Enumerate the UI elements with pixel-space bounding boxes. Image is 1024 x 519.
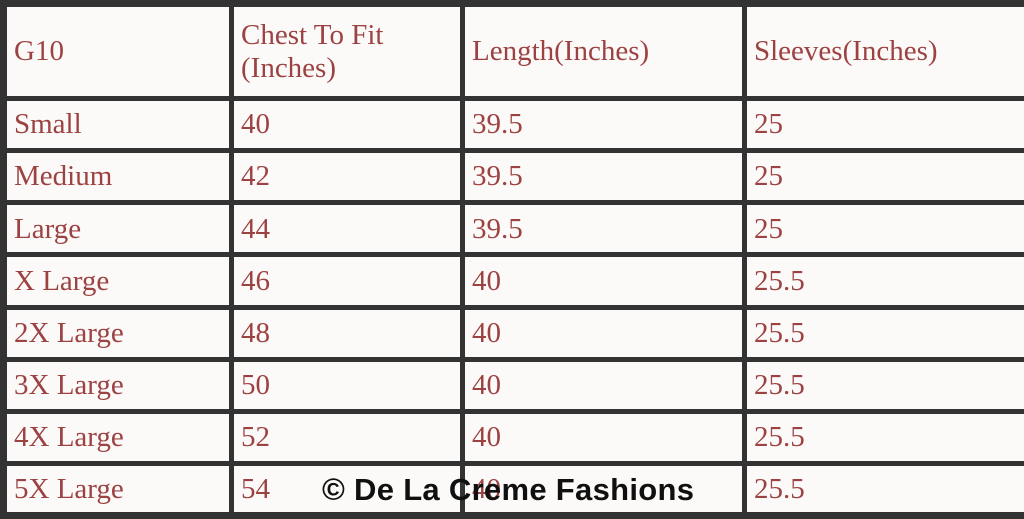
- column-header-chest: Chest To Fit (Inches): [229, 1, 465, 101]
- length-cell: 40: [460, 252, 747, 310]
- table-row: 4X Large 52 40 25.5: [1, 408, 1024, 466]
- table-row: Small 40 39.5 25: [1, 95, 1024, 154]
- chest-cell: 50: [229, 356, 465, 414]
- size-cell: 4X Large: [1, 408, 234, 466]
- table-row: Large 44 39.5 25: [1, 200, 1024, 258]
- chest-cell: 46: [229, 252, 465, 310]
- chest-cell: 48: [229, 304, 465, 362]
- sleeves-cell: 25.5: [742, 356, 1024, 414]
- length-cell: 40: [460, 304, 747, 362]
- chest-cell: 52: [229, 408, 465, 466]
- length-cell: 39.5: [460, 95, 747, 154]
- sleeves-cell: 25.5: [742, 408, 1024, 466]
- column-header-sleeves: Sleeves(Inches): [742, 1, 1024, 101]
- chest-cell: 40: [229, 95, 465, 154]
- sleeves-cell: 25.5: [742, 304, 1024, 362]
- length-cell: 40: [460, 408, 747, 466]
- size-cell: Medium: [1, 148, 234, 206]
- table-row: 3X Large 50 40 25.5: [1, 356, 1024, 414]
- table-row: Medium 42 39.5 25: [1, 148, 1024, 206]
- size-cell: Large: [1, 200, 234, 258]
- header-row: G10 Chest To Fit (Inches) Length(Inches)…: [1, 1, 1024, 101]
- sleeves-cell: 25: [742, 95, 1024, 154]
- length-cell: 39.5: [460, 148, 747, 206]
- size-table-body: Small 40 39.5 25 Medium 42 39.5 25 Large 44 39.5 25…: [1, 95, 1024, 519]
- size-cell: X Large: [1, 252, 234, 310]
- chest-cell: 44: [229, 200, 465, 258]
- sleeves-cell: 25: [742, 148, 1024, 206]
- column-header-g10: G10: [1, 1, 234, 101]
- sleeves-cell: 25: [742, 200, 1024, 258]
- size-cell: 3X Large: [1, 356, 234, 414]
- sleeves-cell: 25.5: [742, 252, 1024, 310]
- length-cell: 39.5: [460, 200, 747, 258]
- table-row: X Large 46 40 25.5: [1, 252, 1024, 310]
- table-row: 2X Large 48 40 25.5: [1, 304, 1024, 362]
- size-cell: Small: [1, 95, 234, 154]
- size-cell: 2X Large: [1, 304, 234, 362]
- table-row: 5X Large 54 40 25.5: [1, 460, 1024, 519]
- size-chart-header: G10 Chest To Fit (Inches) Length(Inches)…: [1, 1, 1024, 101]
- length-cell: 40: [460, 356, 747, 414]
- size-cell: 5X Large: [1, 460, 234, 519]
- length-cell: 40: [460, 460, 747, 519]
- chest-cell: 54: [229, 460, 465, 519]
- column-header-length: Length(Inches): [460, 1, 747, 101]
- sleeves-cell: 25.5: [742, 460, 1024, 519]
- chest-cell: 42: [229, 148, 465, 206]
